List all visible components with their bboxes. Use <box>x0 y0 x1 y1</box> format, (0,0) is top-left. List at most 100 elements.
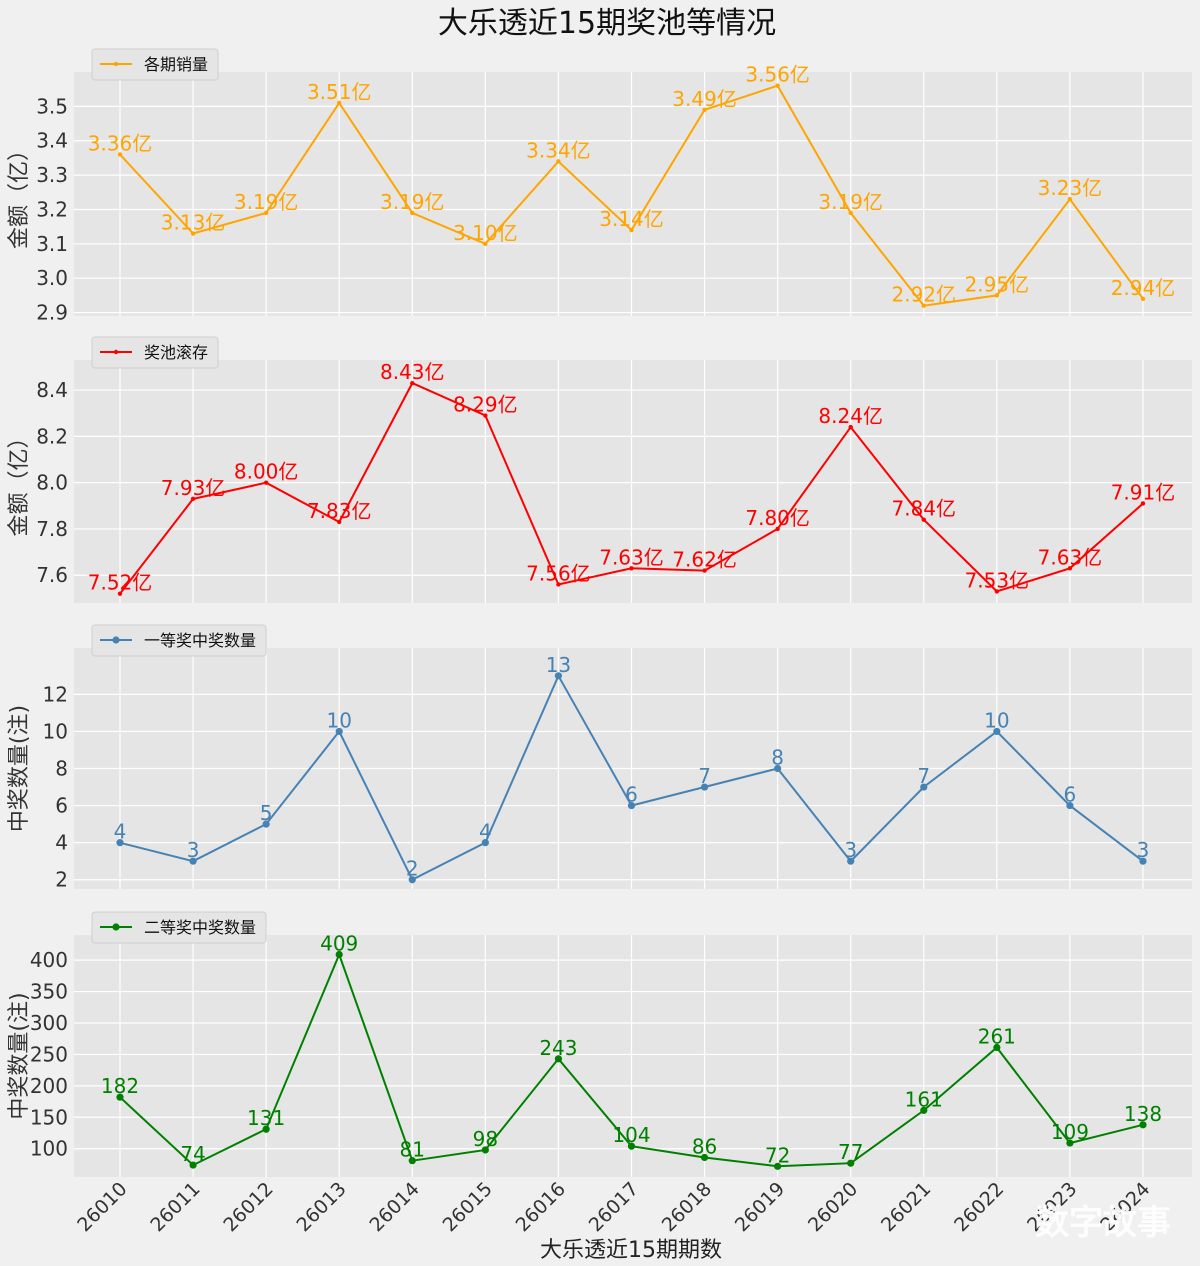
y-tick-label: 3.2 <box>36 197 68 221</box>
legend-marker <box>113 349 119 355</box>
legend-label: 二等奖中奖数量 <box>144 918 256 937</box>
data-label: 7.62亿 <box>672 548 737 572</box>
data-point <box>993 727 1001 736</box>
data-label: 138 <box>1124 1102 1162 1126</box>
y-axis-title: 金额（亿） <box>7 139 32 249</box>
data-label: 8.43亿 <box>380 360 445 384</box>
y-tick-label: 3.0 <box>36 266 68 290</box>
y-tick-label: 350 <box>30 980 68 1004</box>
data-point <box>410 210 415 216</box>
x-tick-label: 26019 <box>731 1178 789 1236</box>
data-label: 3.56亿 <box>745 63 810 87</box>
data-label: 8.29亿 <box>453 393 518 417</box>
data-label: 6 <box>625 783 638 807</box>
legend-label: 一等奖中奖数量 <box>144 631 256 650</box>
data-label: 7 <box>698 764 711 788</box>
plot-area <box>74 360 1192 603</box>
data-point <box>554 672 563 680</box>
data-label: 161 <box>905 1087 943 1111</box>
plot-area <box>74 72 1192 316</box>
data-point <box>262 820 270 828</box>
panel-1: 2.9 3.0 3.1 3.2 3.3 3.4 3.5金额（亿） 3.36亿 3.13亿 3.19… <box>7 48 1192 325</box>
data-point <box>337 100 342 106</box>
data-label: 8.24亿 <box>818 404 883 428</box>
x-tick-label: 26014 <box>366 1178 424 1236</box>
data-point <box>920 1106 928 1114</box>
data-point <box>410 380 415 386</box>
data-label: 4 <box>114 820 127 844</box>
y-tick-label: 150 <box>30 1105 68 1129</box>
data-point <box>700 1153 709 1162</box>
data-point <box>702 107 707 113</box>
y-tick-label: 8.0 <box>36 471 68 495</box>
data-label: 182 <box>101 1074 139 1098</box>
x-tick-label: 26015 <box>439 1178 497 1236</box>
data-point <box>848 424 853 430</box>
plot-area <box>74 935 1192 1177</box>
data-point <box>700 783 709 791</box>
data-point <box>994 589 1000 594</box>
data-label: 7.83亿 <box>307 499 372 523</box>
x-tick-label: 26012 <box>219 1178 277 1236</box>
x-axis-title: 大乐透近15期期数 <box>540 1238 722 1263</box>
data-point <box>627 801 636 810</box>
data-point <box>116 839 124 847</box>
data-point <box>481 1146 489 1154</box>
data-label: 3.51亿 <box>307 80 372 104</box>
data-label: 74 <box>180 1142 205 1166</box>
data-point <box>629 227 634 233</box>
data-label: 3.34亿 <box>526 138 591 162</box>
data-point <box>1067 566 1073 571</box>
data-label: 86 <box>692 1135 717 1159</box>
data-label: 7.63亿 <box>1038 545 1103 569</box>
data-point <box>847 857 855 865</box>
x-tick-label: 26021 <box>877 1178 935 1236</box>
data-point <box>774 1162 782 1170</box>
data-label: 104 <box>612 1123 650 1147</box>
data-label: 2.94亿 <box>1111 276 1176 300</box>
data-label: 8 <box>771 746 784 770</box>
y-tick-label: 100 <box>30 1137 68 1161</box>
data-label: 3 <box>187 838 200 862</box>
data-point <box>408 876 416 884</box>
y-tick-label: 7.6 <box>36 563 68 587</box>
legend: 二等奖中奖数量 <box>91 911 267 944</box>
data-point <box>335 727 343 736</box>
data-label: 3.13亿 <box>161 211 226 235</box>
data-label: 7.52亿 <box>88 571 153 595</box>
legend-box <box>91 911 267 944</box>
data-label: 3.49亿 <box>672 87 737 111</box>
legend: 各期销量 <box>91 48 219 81</box>
chart-title: 大乐透近15期奖池等情况 <box>438 6 776 41</box>
data-label: 77 <box>838 1140 863 1164</box>
data-label: 3.14亿 <box>599 207 664 231</box>
data-label: 3 <box>1137 838 1150 862</box>
data-point <box>189 1161 197 1169</box>
data-point <box>190 496 196 502</box>
data-point <box>1066 801 1074 810</box>
y-tick-label: 3.3 <box>36 163 68 187</box>
data-label: 3.19亿 <box>380 190 445 214</box>
legend-label: 各期销量 <box>144 55 208 74</box>
data-point <box>117 591 123 596</box>
data-label: 3.36亿 <box>88 131 153 155</box>
data-label: 7.56亿 <box>526 561 591 585</box>
data-point <box>1067 196 1073 202</box>
data-label: 7.84亿 <box>892 497 957 521</box>
y-tick-label: 250 <box>30 1042 68 1066</box>
data-point <box>775 526 780 532</box>
data-point <box>556 159 561 164</box>
x-tick-labels: 26010 26011 26012 26013 26014 26015 26016 26017… <box>73 1178 1154 1236</box>
y-tick-label: 4 <box>55 831 68 855</box>
legend: 一等奖中奖数量 <box>91 624 267 657</box>
data-label: 7.63亿 <box>599 545 664 569</box>
x-tick-label: 26013 <box>292 1178 350 1236</box>
y-tick-label: 8 <box>55 757 68 781</box>
data-label: 3.19亿 <box>234 190 299 214</box>
panel-2: 7.6 7.8 8.0 8.2 8.4金额（亿） 7.52亿 7.93亿 8.00亿 7.83亿… <box>7 336 1192 603</box>
data-label: 2 <box>406 857 419 881</box>
data-label: 2.95亿 <box>965 272 1030 296</box>
y-axis-title: 中奖数量(注) <box>7 705 32 832</box>
data-label: 409 <box>320 931 358 955</box>
